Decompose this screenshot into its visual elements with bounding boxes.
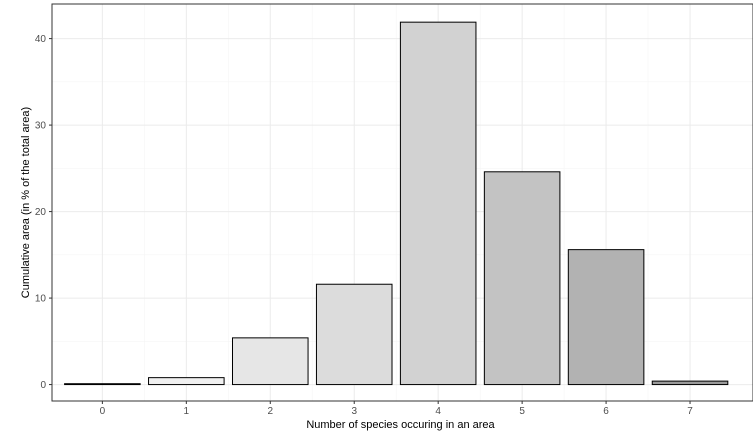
x-tick-label: 1 [184,406,190,417]
bar-7 [651,380,729,386]
x-tick-label: 3 [351,406,357,417]
x-tick-label: 7 [687,406,693,417]
y-axis-ticks: 0 10 20 30 40 [35,34,52,391]
x-axis-ticks: 0 1 2 3 4 5 6 7 [100,401,693,417]
x-tick-label: 4 [435,406,441,417]
bar-6 [567,249,645,386]
y-tick-label: 20 [35,207,47,218]
x-tick-label: 0 [100,406,106,417]
bar-0 [64,383,141,386]
x-tick-label: 6 [603,406,609,417]
bar-5 [483,171,561,386]
bar-3 [315,283,393,386]
y-tick-label: 30 [35,121,47,132]
y-tick-label: 10 [35,294,47,305]
x-axis-title: Number of species occuring in an area [306,419,495,431]
y-axis-title: Cumulative area (in % of the total area) [20,107,32,298]
bar-2 [231,337,309,386]
bar-1 [148,377,225,386]
x-tick-label: 5 [519,406,525,417]
x-tick-label: 2 [267,406,273,417]
bar-4 [399,21,477,386]
panel-border [51,3,753,402]
bars [64,21,729,386]
y-tick-label: 0 [40,380,46,391]
y-tick-label: 40 [35,34,47,45]
